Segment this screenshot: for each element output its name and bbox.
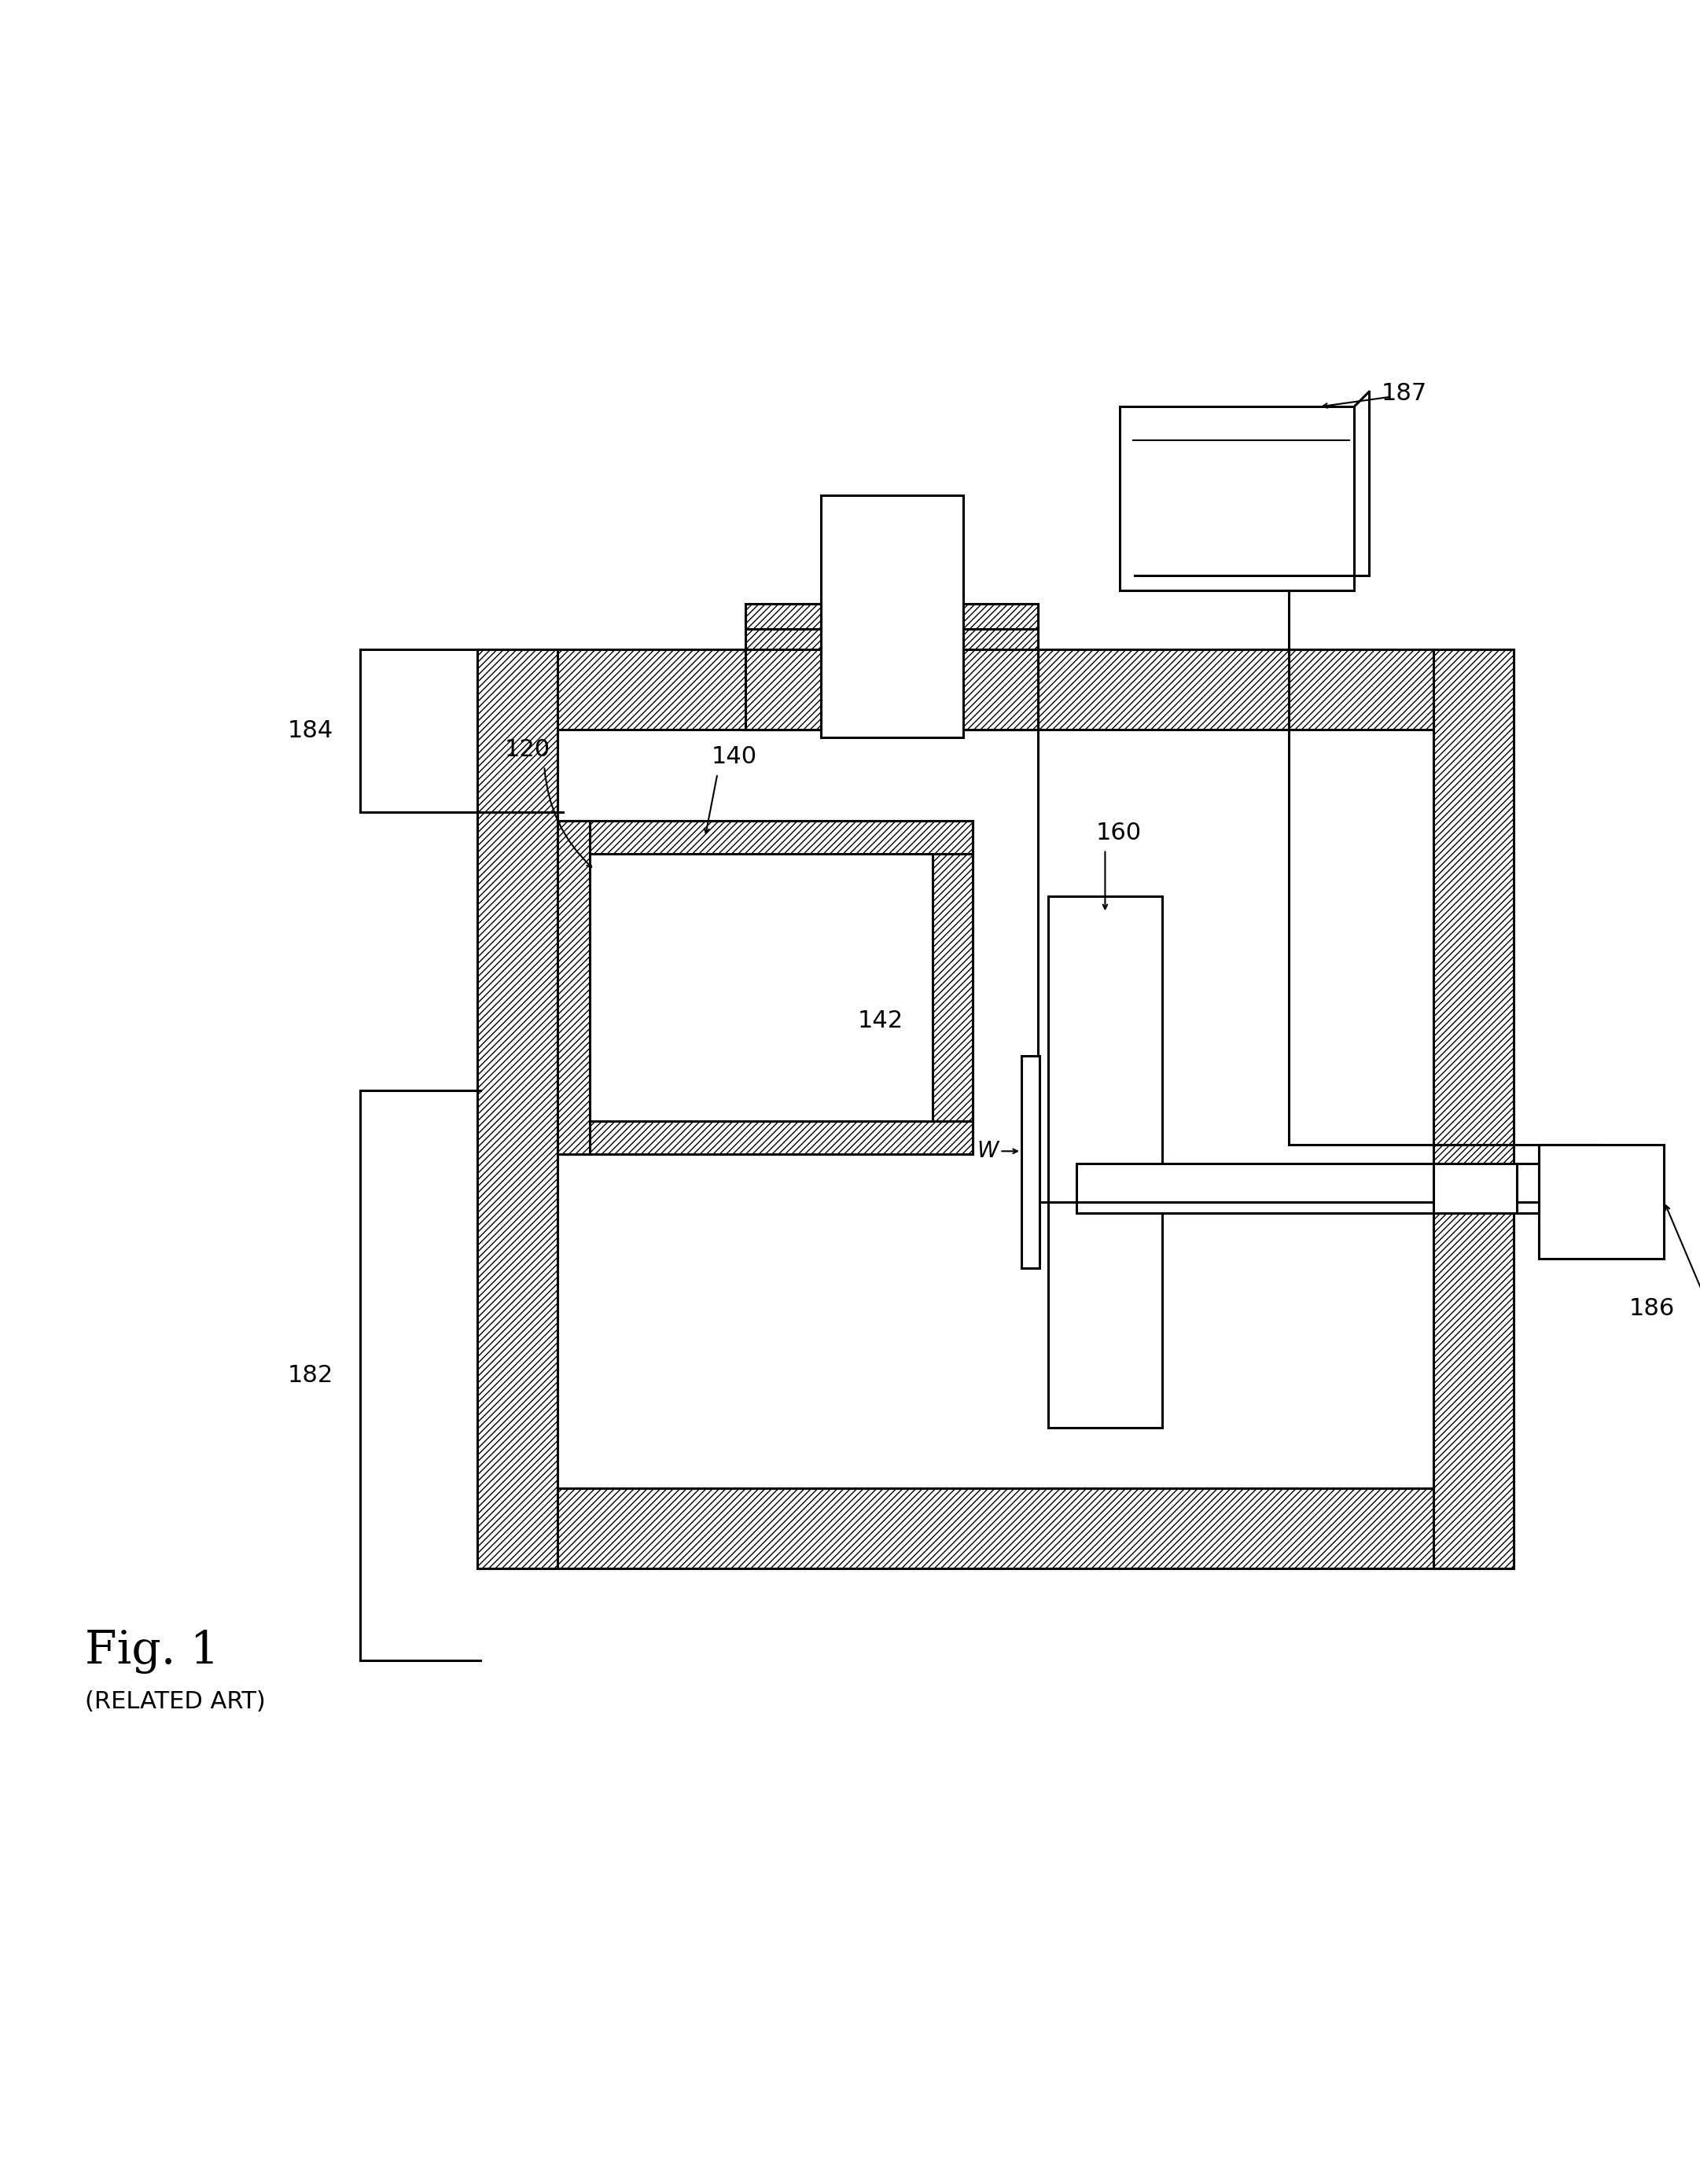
Text: 142: 142 [857, 1009, 903, 1033]
Bar [746, 605, 1039, 729]
Bar [962, 605, 1039, 629]
Bar [478, 649, 1513, 729]
Bar [478, 1487, 1513, 1568]
Bar [558, 821, 590, 1153]
Bar [478, 649, 558, 1568]
Bar [821, 496, 962, 738]
Bar [1120, 406, 1353, 590]
Text: Fig. 1: Fig. 1 [85, 1629, 219, 1673]
Text: 160: 160 [1095, 821, 1141, 845]
Bar [1022, 1055, 1040, 1269]
Bar [561, 1120, 972, 1153]
Bar [1433, 1164, 1516, 1214]
Bar [1433, 649, 1513, 1568]
Text: 182: 182 [287, 1363, 333, 1387]
Bar [558, 729, 1433, 1487]
Bar [1433, 1164, 1513, 1214]
Bar [1076, 1164, 1656, 1214]
Text: 184: 184 [287, 719, 333, 743]
Text: W: W [977, 1140, 1000, 1162]
Bar [746, 649, 821, 729]
Bar [561, 821, 972, 854]
Text: (RELATED ART): (RELATED ART) [85, 1690, 265, 1714]
Bar [933, 854, 972, 1120]
Bar [561, 821, 972, 1153]
Bar [746, 605, 821, 629]
Text: 187: 187 [1380, 382, 1426, 404]
Text: 186: 186 [1629, 1297, 1675, 1319]
Bar [962, 649, 1039, 729]
Text: 140: 140 [711, 745, 756, 769]
Bar [1538, 1144, 1664, 1258]
Text: 120: 120 [505, 738, 551, 760]
Bar [1049, 895, 1163, 1428]
